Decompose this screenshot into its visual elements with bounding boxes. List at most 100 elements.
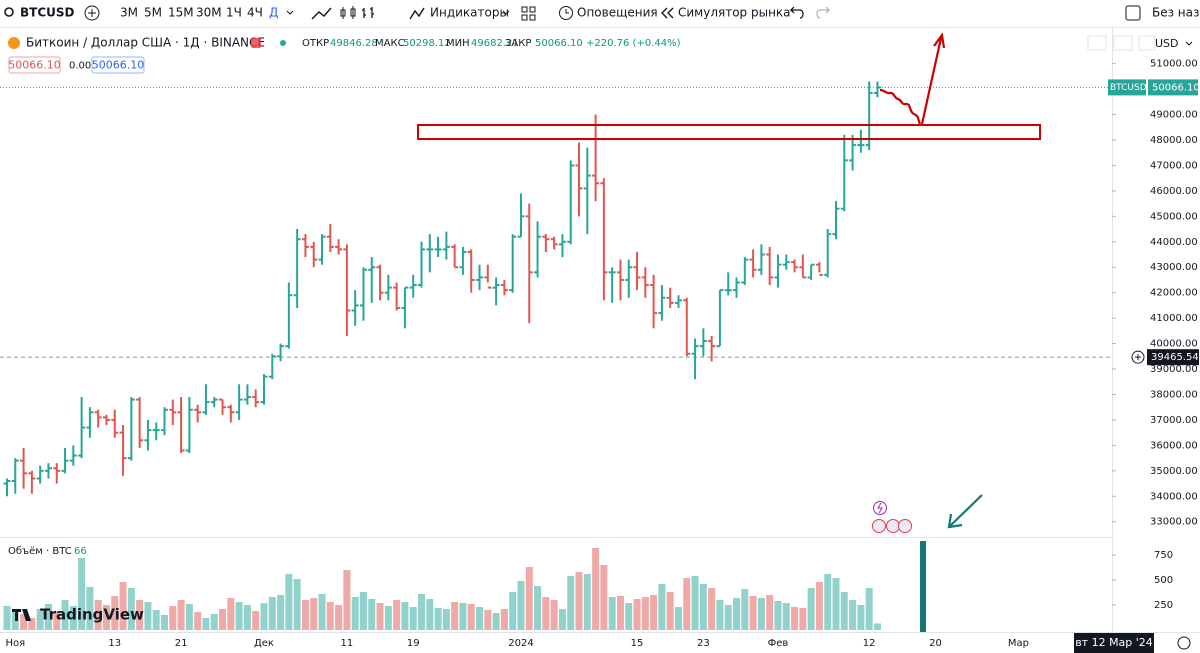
compare-button[interactable]	[84, 5, 100, 21]
legend-open: 49846.28	[330, 38, 378, 49]
volume-bar	[691, 576, 699, 630]
volume-bar	[418, 594, 425, 630]
alerts-icon	[559, 6, 573, 20]
x-tick-label: Мар	[1008, 638, 1029, 649]
legend-high-label: МАКС	[375, 38, 405, 49]
replay-icon	[661, 7, 674, 19]
bars-button[interactable]	[362, 7, 374, 18]
y-tick-label: 42000.00	[1150, 288, 1198, 299]
x-tick-label: Фев	[768, 638, 789, 649]
volume-bar	[359, 592, 367, 630]
volume-bar	[558, 609, 566, 630]
layout-checkbox[interactable]	[1125, 5, 1141, 21]
candles-button[interactable]	[340, 6, 356, 19]
volume-bar	[127, 588, 135, 630]
redo[interactable]	[816, 6, 831, 19]
y-tick-label: 47000.00	[1150, 160, 1198, 171]
volume-bar	[169, 606, 177, 630]
y-tick-label: 44000.00	[1150, 237, 1198, 248]
drawn-volume-bar[interactable]	[920, 541, 926, 632]
volume-bar	[243, 605, 251, 630]
y-tick-label: 40000.00	[1150, 339, 1198, 350]
volume-bar	[708, 588, 716, 630]
us-event-icon[interactable]	[886, 519, 900, 533]
volume-bar	[616, 596, 624, 630]
volume-bar	[509, 592, 517, 630]
chart-type-button[interactable]	[311, 7, 332, 20]
volume-bar	[832, 578, 840, 630]
y-tick-label: 45000.00	[1150, 211, 1198, 222]
interval[interactable]: 1Ч	[226, 6, 242, 20]
volume-bar	[384, 606, 392, 630]
currency-dropdown[interactable]	[1185, 41, 1193, 46]
volume-bar	[815, 582, 823, 630]
volume-bar	[741, 589, 749, 630]
volume-bar	[144, 602, 152, 630]
volume-last: 66	[74, 546, 87, 557]
layout-button[interactable]	[521, 6, 536, 21]
layout-name[interactable]: Без назва	[1152, 6, 1200, 20]
volume-bar	[61, 600, 69, 630]
interval[interactable]: 15М	[168, 6, 194, 20]
volume-bar	[542, 597, 550, 630]
undo[interactable]	[789, 6, 804, 19]
y-tick-label: 46000.00	[1150, 186, 1198, 197]
x-tick-label: 19	[407, 638, 420, 649]
buy-box[interactable]	[91, 56, 145, 74]
volume-bar	[44, 604, 52, 630]
x-tick-label: Дек	[254, 638, 274, 649]
x-tick-label: 2024	[508, 638, 533, 649]
volume-bar	[20, 614, 28, 630]
volume-bar	[277, 595, 285, 630]
replay-button[interactable]: Симулятор рынка	[678, 6, 791, 20]
y-tick-label: 33000.00	[1150, 517, 1198, 528]
x-tick-label: 15	[631, 638, 644, 649]
us-event-icon[interactable]	[898, 519, 912, 533]
volume-bar	[608, 597, 616, 630]
drawn-arrow-up[interactable]	[920, 32, 946, 125]
sell-box[interactable]	[8, 56, 61, 74]
interval[interactable]: 4Ч	[247, 6, 263, 20]
settings-button[interactable]	[1177, 636, 1191, 650]
legend-close-label: ЗАКР	[505, 38, 531, 49]
volume-bar	[285, 574, 293, 630]
legend-change: +220.76 (+0.44%)	[586, 38, 681, 49]
symbol-tag: BTCUSD	[1110, 83, 1147, 93]
drawn-arrow[interactable]	[947, 494, 983, 529]
interval[interactable]: 30М	[196, 6, 222, 20]
alerts-button[interactable]: Оповещения	[577, 6, 658, 20]
drawn-path[interactable]	[879, 88, 922, 125]
search-icon[interactable]	[4, 7, 14, 17]
us-event-icon[interactable]	[872, 519, 886, 533]
dropdown[interactable]	[286, 10, 294, 15]
volume-bar	[699, 584, 707, 630]
interval[interactable]: 5М	[144, 6, 162, 20]
volume-bar	[550, 600, 558, 630]
volume-bar	[641, 597, 649, 630]
volume-bar	[525, 567, 533, 630]
volume-bar	[658, 584, 666, 630]
drawn-rectangle[interactable]	[417, 124, 1041, 140]
compare-icon	[88, 9, 96, 17]
volume-bar	[202, 618, 210, 630]
volume-bar	[442, 609, 450, 630]
volume-bar	[177, 600, 185, 630]
currency[interactable]: USD	[1155, 37, 1179, 50]
volume-bar	[782, 603, 790, 630]
legend-high: 50298.12	[403, 38, 451, 49]
volume-bar	[310, 598, 318, 630]
indicators-button[interactable]: Индикаторы	[430, 6, 509, 20]
volume-bar	[807, 588, 815, 630]
dropdown[interactable]	[502, 10, 510, 15]
volume-bar	[733, 598, 741, 630]
pane-buttons[interactable]	[1087, 35, 1156, 51]
volume-bar	[78, 558, 86, 630]
symbol[interactable]: BTCUSD	[20, 6, 75, 20]
live-dot	[280, 40, 286, 46]
interval[interactable]: Д	[269, 6, 278, 20]
logo: TradingView	[40, 606, 144, 624]
interval[interactable]: 3М	[120, 6, 138, 20]
